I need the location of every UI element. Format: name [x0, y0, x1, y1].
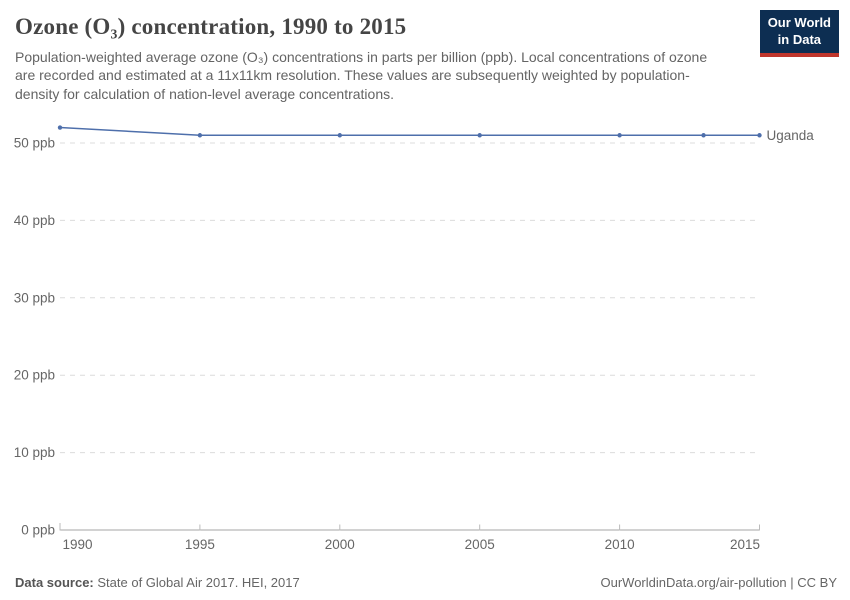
x-tick-label: 1990	[63, 537, 93, 552]
data-point	[57, 125, 63, 130]
series-label-uganda: Uganda	[767, 128, 815, 143]
owid-logo-line2: in Data	[777, 31, 822, 47]
y-tick-label: 0 ppb	[21, 523, 55, 538]
data-point	[477, 133, 482, 138]
data-point	[757, 133, 762, 138]
owid-logo: Our World in Data	[759, 10, 839, 57]
uganda-line	[59, 126, 760, 137]
x-tick-label: 2000	[325, 537, 355, 552]
data-point	[197, 133, 203, 138]
data-source-value: State of Global Air 2017. HEI, 2017	[97, 575, 300, 590]
y-tick-label: 20 ppb	[14, 368, 55, 383]
data-point	[337, 133, 342, 138]
chart-subtitle: Population-weighted average ozone (O₃) c…	[15, 49, 708, 102]
x-tick-label: 1995	[185, 537, 215, 552]
y-tick-label: 30 ppb	[14, 290, 55, 305]
y-tick-label: 50 ppb	[14, 136, 55, 151]
data-point	[701, 133, 706, 138]
footer-license-url: OurWorldinData.org/air-pollution | CC BY	[600, 575, 837, 590]
owid-logo-line1: Our World	[767, 15, 831, 30]
x-tick-label: 2015	[730, 537, 760, 552]
chart-header: Ozone (O₃) concentration, 1990 to 2015 P…	[15, 14, 760, 103]
data-source-note: Data source: State of Global Air 2017. H…	[15, 575, 300, 590]
data-point	[617, 133, 622, 138]
y-tick-label: 40 ppb	[14, 213, 55, 228]
x-tick-label: 2010	[605, 537, 635, 552]
chart-footer: Data source: State of Global Air 2017. H…	[15, 575, 837, 590]
chart-title: Ozone (O₃) concentration, 1990 to 2015	[15, 14, 407, 39]
x-tick-label: 2005	[465, 537, 495, 552]
data-source-label: Data source:	[15, 575, 94, 590]
y-tick-label: 10 ppb	[14, 445, 55, 460]
